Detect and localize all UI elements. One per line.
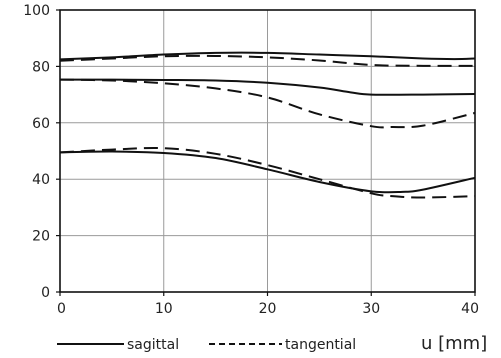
y-tick-label: 80 bbox=[32, 59, 50, 75]
x-tick-label: 10 bbox=[155, 301, 173, 317]
grid-lines bbox=[60, 10, 475, 292]
legend-sagittal-label: sagittal bbox=[127, 337, 179, 353]
y-tick-label: 60 bbox=[32, 116, 50, 132]
legend: sagittal tangential bbox=[57, 337, 356, 353]
series-line-6-dashed bbox=[59, 147, 476, 199]
x-tick-label: 40 bbox=[461, 301, 479, 317]
x-tick-label: 20 bbox=[259, 301, 277, 317]
series-line-3-solid bbox=[59, 78, 476, 96]
y-tick-label: 20 bbox=[32, 229, 50, 245]
y-tick-label: 0 bbox=[41, 285, 50, 301]
series-layer bbox=[59, 51, 476, 199]
y-tick-labels: 0 20 40 60 80 100 bbox=[23, 3, 60, 301]
series-line-1-solid bbox=[59, 51, 476, 61]
series-line-4-dashed bbox=[59, 78, 476, 129]
series-line-2-dashed bbox=[59, 54, 476, 67]
y-tick-label: 40 bbox=[32, 172, 50, 188]
x-tick-labels: 0 10 20 30 40 bbox=[57, 292, 479, 317]
x-tick-label: 30 bbox=[362, 301, 380, 317]
x-axis-label: u [mm] bbox=[421, 333, 487, 354]
x-tick-label: 0 bbox=[57, 301, 66, 317]
legend-tangential-label: tangential bbox=[285, 337, 356, 353]
series-line-5-solid bbox=[59, 150, 476, 194]
y-tick-label: 100 bbox=[23, 3, 50, 19]
